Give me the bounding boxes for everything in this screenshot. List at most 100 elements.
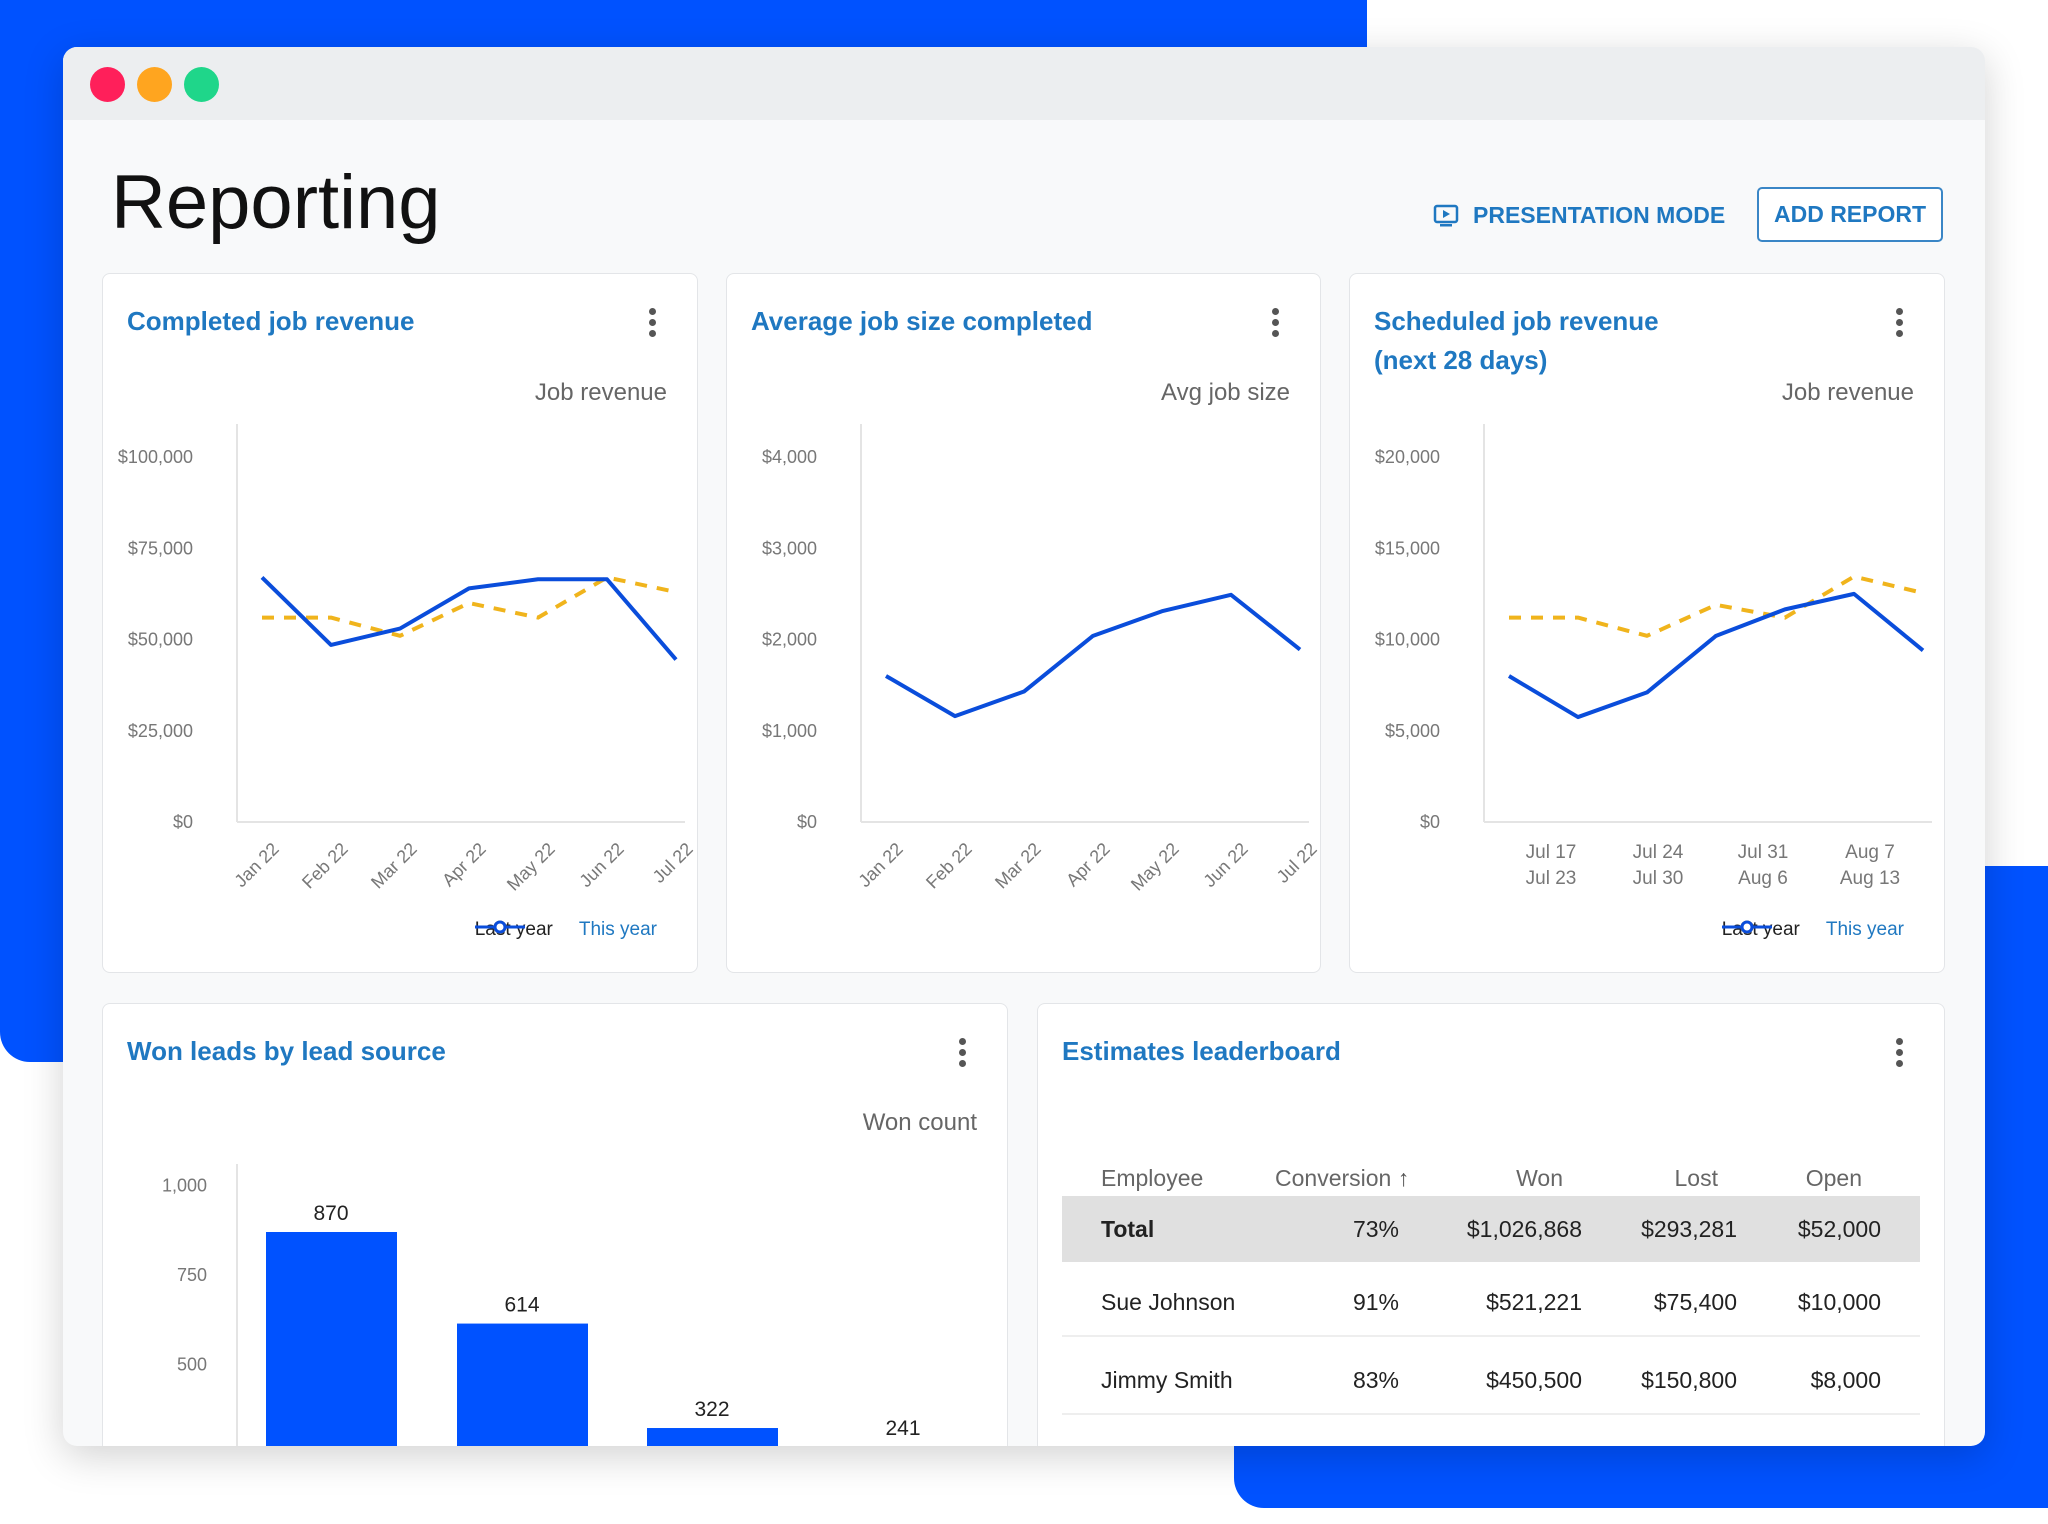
card-title: Scheduled job revenue (next 28 days) bbox=[1374, 306, 1659, 375]
column-header-conversion[interactable]: Conversion ↑ bbox=[1275, 1165, 1410, 1198]
arrow-up-icon: ↑ bbox=[1391, 1165, 1410, 1191]
x-tick-label: Jul 30 bbox=[1633, 868, 1684, 889]
presentation-mode-label: PRESENTATION MODE bbox=[1473, 202, 1726, 228]
cell-won: $450,500 bbox=[1486, 1367, 1582, 1393]
x-tick-label: May 22 bbox=[503, 839, 559, 895]
legend-this-year[interactable]: This year bbox=[1721, 919, 1904, 941]
column-header-won[interactable]: Won bbox=[1516, 1165, 1563, 1198]
x-tick-label: Mar 22 bbox=[991, 839, 1045, 893]
cell-lost: $150,800 bbox=[1641, 1367, 1737, 1393]
cell-lost: $293,281 bbox=[1641, 1216, 1737, 1242]
won-leads-by-source-card: Won leads by lead source Won count 500 75… bbox=[102, 1003, 1008, 1446]
more-options-icon[interactable] bbox=[1272, 308, 1280, 337]
x-tick-label: Jan 22 bbox=[230, 839, 282, 891]
x-tick-label: May 22 bbox=[1127, 839, 1183, 895]
y-axis-title: Job revenue bbox=[1781, 379, 1914, 406]
x-tick-label: Feb 22 bbox=[922, 839, 976, 893]
legend-this-year[interactable]: This year bbox=[474, 919, 657, 941]
x-tick-label: Jul 31 bbox=[1738, 842, 1789, 863]
monitor-play-icon bbox=[1433, 204, 1459, 226]
presentation-mode-button[interactable]: PRESENTATION MODE bbox=[1433, 202, 1725, 229]
y-tick-label: $1,000 bbox=[762, 721, 817, 741]
more-options-icon[interactable] bbox=[1896, 308, 1904, 337]
solid-line-marker-icon bbox=[474, 920, 525, 934]
y-axis-title: Job revenue bbox=[534, 379, 667, 406]
page-title: Reporting bbox=[111, 160, 441, 245]
x-tick-label: Mar 22 bbox=[367, 839, 421, 893]
y-tick-label: 750 bbox=[177, 1265, 207, 1285]
table-row-total: Total 73% $1,026,868 $293,281 $52,000 bbox=[1062, 1196, 1920, 1262]
y-tick-label: $20,000 bbox=[1375, 447, 1440, 467]
maximize-window-button[interactable] bbox=[184, 67, 219, 102]
y-tick-label: $3,000 bbox=[762, 538, 817, 558]
bar-data-label: 322 bbox=[694, 1398, 729, 1421]
card-title: Average job size completed bbox=[751, 306, 1093, 336]
more-options-icon[interactable] bbox=[649, 308, 657, 337]
solid-line-marker-icon bbox=[1721, 920, 1772, 934]
scheduled-job-revenue-card: Scheduled job revenue (next 28 days) Job… bbox=[1349, 273, 1945, 973]
y-tick-label: $25,000 bbox=[128, 721, 193, 741]
x-tick-label: Jul 24 bbox=[1633, 842, 1684, 863]
bar-data-label: 870 bbox=[313, 1202, 348, 1225]
line-chart: $0 $1,000 $2,000 $3,000 $4,000 Jan 22 Feb 22 Ma… bbox=[762, 424, 1321, 895]
y-tick-label: $75,000 bbox=[128, 538, 193, 558]
x-tick-label: Jul 23 bbox=[1526, 868, 1577, 889]
card-title: Estimates leaderboard bbox=[1062, 1036, 1341, 1066]
cell-open: $8,000 bbox=[1810, 1367, 1881, 1393]
y-tick-label: 1,000 bbox=[162, 1175, 207, 1195]
close-window-button[interactable] bbox=[90, 67, 125, 102]
x-tick-label: Jun 22 bbox=[575, 839, 627, 891]
bar-data-label: 614 bbox=[504, 1294, 539, 1317]
table-row[interactable]: Sue Johnson 91% $521,221 $75,400 $10,000 bbox=[1062, 1269, 1920, 1337]
series-line-this-year bbox=[884, 592, 1302, 719]
column-header-lost[interactable]: Lost bbox=[1674, 1165, 1718, 1198]
x-tick-label: Apr 22 bbox=[1062, 839, 1114, 891]
y-tick-label: $10,000 bbox=[1375, 630, 1440, 650]
bar bbox=[266, 1232, 397, 1446]
series-line-this-year bbox=[260, 576, 678, 661]
y-tick-label: $0 bbox=[173, 812, 193, 832]
cell-conversion: 83% bbox=[1352, 1367, 1399, 1393]
y-tick-label: $100,000 bbox=[118, 447, 193, 467]
x-tick-label: Jun 22 bbox=[1199, 839, 1251, 891]
bar-chart: 500 750 1,000 870 614 322 241 bbox=[162, 1164, 921, 1446]
add-report-button[interactable]: ADD REPORT bbox=[1757, 187, 1943, 242]
cell-conversion: 91% bbox=[1352, 1289, 1399, 1315]
column-header-employee[interactable]: Employee bbox=[1101, 1165, 1204, 1191]
cell-employee: Sue Johnson bbox=[1101, 1289, 1236, 1315]
x-tick-label: Jul 17 bbox=[1526, 842, 1577, 863]
table-row[interactable]: Jimmy Smith 83% $450,500 $150,800 $8,000 bbox=[1062, 1347, 1920, 1415]
cell-open: $52,000 bbox=[1797, 1216, 1881, 1242]
y-axis-title: Avg job size bbox=[1161, 379, 1290, 406]
y-tick-label: $15,000 bbox=[1375, 538, 1440, 558]
x-tick-label: Feb 22 bbox=[298, 839, 352, 893]
more-options-icon[interactable] bbox=[1896, 1038, 1904, 1067]
x-tick-label: Aug 13 bbox=[1840, 868, 1900, 889]
average-job-size-card: Average job size completed Avg job size … bbox=[726, 273, 1321, 973]
x-tick-label: Aug 7 bbox=[1845, 842, 1895, 863]
column-header-label: Conversion bbox=[1275, 1165, 1392, 1191]
x-tick-label: Apr 22 bbox=[438, 839, 490, 891]
cell-conversion: 73% bbox=[1352, 1216, 1399, 1242]
y-tick-label: $5,000 bbox=[1385, 721, 1440, 741]
legend-label: This year bbox=[578, 919, 657, 940]
cell-open: $10,000 bbox=[1797, 1289, 1881, 1315]
minimize-window-button[interactable] bbox=[137, 67, 172, 102]
x-tick-label: Aug 6 bbox=[1738, 868, 1788, 889]
card-title: Completed job revenue bbox=[127, 306, 415, 336]
window-titlebar bbox=[63, 47, 1985, 120]
series-line-last-year bbox=[1509, 574, 1924, 638]
bar-data-label: 241 bbox=[885, 1417, 920, 1440]
column-header-open[interactable]: Open bbox=[1805, 1165, 1862, 1198]
cell-won: $521,221 bbox=[1486, 1289, 1582, 1315]
cell-employee: Jimmy Smith bbox=[1101, 1367, 1233, 1393]
series-line-last-year bbox=[262, 575, 677, 638]
x-tick-label: Jul 22 bbox=[649, 839, 697, 887]
legend-label: This year bbox=[1825, 919, 1904, 940]
y-tick-label: $4,000 bbox=[762, 447, 817, 467]
y-tick-label: 500 bbox=[177, 1354, 207, 1374]
x-tick-label: Jan 22 bbox=[854, 839, 906, 891]
more-options-icon[interactable] bbox=[959, 1038, 967, 1067]
cell-employee: Total bbox=[1101, 1216, 1155, 1242]
y-tick-label: $50,000 bbox=[128, 630, 193, 650]
